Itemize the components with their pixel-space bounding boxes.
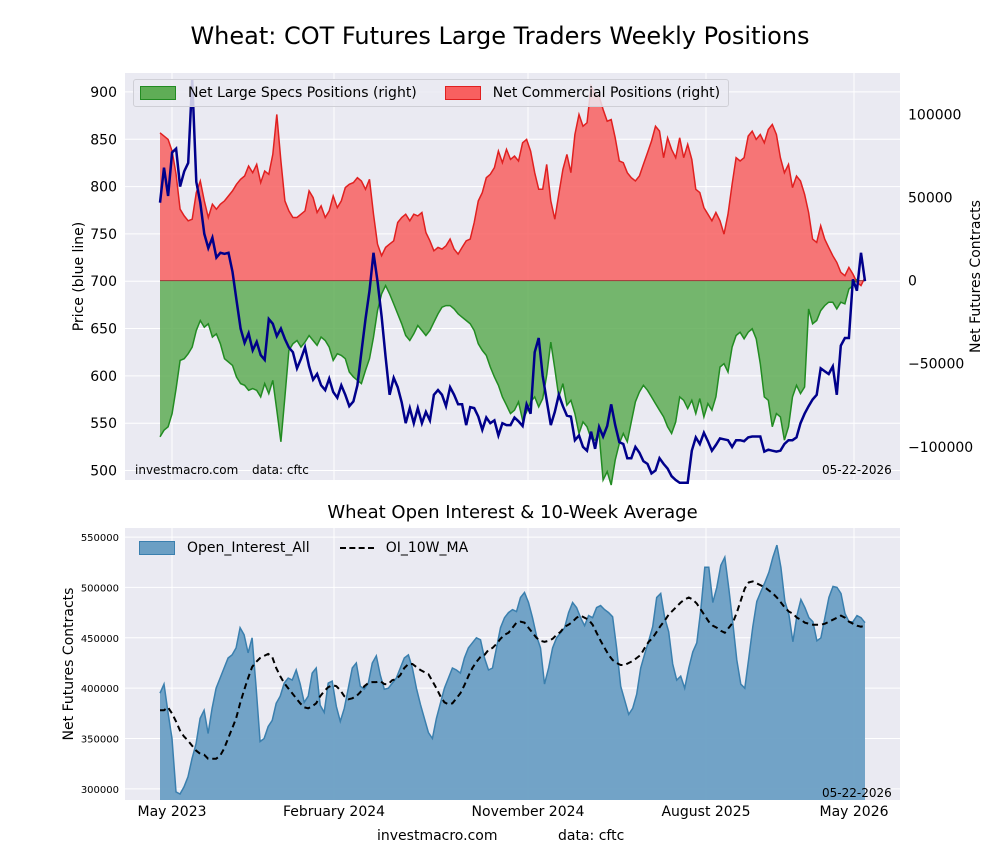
watermark-source: data: cftc	[252, 463, 309, 477]
oi-tick-label: 500000	[81, 583, 119, 594]
open-interest-line	[159, 544, 866, 796]
legend-item-commercial: Net Commercial Positions (right)	[444, 85, 721, 101]
price-tick-label: 700	[90, 274, 117, 290]
legend-swatch-commercial	[444, 86, 481, 100]
legend-item-ma: OI_10W_MA	[339, 540, 469, 556]
legend-item-specs: Net Large Specs Positions (right)	[140, 85, 417, 101]
chart-title: Wheat: COT Futures Large Traders Weekly …	[190, 22, 810, 50]
open-interest-area	[160, 545, 865, 800]
price-tick-label: 800	[90, 180, 117, 196]
legend-swatch-ma	[339, 547, 374, 549]
price-tick-label: 550	[90, 416, 117, 432]
top-legend: Net Large Specs Positions (right) Net Co…	[133, 79, 730, 107]
contracts-tick-label: −50000	[908, 357, 964, 373]
specs-positions-area	[160, 279, 857, 485]
bottom-legend: Open_Interest_All OI_10W_MA	[133, 536, 502, 560]
watermark-site: investmacro.com	[135, 463, 239, 477]
legend-item-open-interest: Open_Interest_All	[139, 540, 310, 556]
subchart-title: Wheat Open Interest & 10-Week Average	[327, 502, 698, 523]
price-line	[158, 79, 867, 485]
oi-tick-label: 550000	[81, 533, 119, 544]
contracts-axis-label: Net Futures Contracts	[968, 200, 984, 353]
oi-tick-label: 400000	[81, 684, 119, 695]
legend-swatch-specs	[140, 86, 176, 100]
oi-axis-label: Net Futures Contracts	[61, 588, 77, 741]
date-tick-label: November 2024	[472, 804, 585, 820]
price-tick-label: 600	[90, 369, 117, 385]
legend-label-commercial: Net Commercial Positions (right)	[492, 85, 721, 101]
bottom-date-label: 05-22-2026	[822, 786, 892, 800]
price-axis-label: Price (blue line)	[71, 222, 87, 332]
commercial-positions-area	[160, 86, 865, 286]
oi-moving-average-line	[160, 580, 866, 760]
footer-source: data: cftc	[558, 828, 625, 844]
price-tick-label: 500	[90, 464, 117, 480]
date-tick-label: May 2026	[819, 804, 888, 820]
date-tick-label: February 2024	[283, 804, 385, 820]
price-tick-label: 750	[90, 227, 117, 243]
legend-label-ma: OI_10W_MA	[385, 540, 469, 556]
price-tick-label: 900	[90, 85, 117, 101]
commercial-positions-line	[159, 83, 866, 287]
footer-site: investmacro.com	[377, 828, 498, 844]
oi-tick-label: 300000	[81, 785, 119, 796]
date-tick-label: May 2023	[137, 804, 206, 820]
top-date-label: 05-22-2026	[822, 463, 892, 477]
price-tick-label: 850	[90, 132, 117, 148]
legend-label-open-interest: Open_Interest_All	[187, 540, 310, 556]
contracts-tick-label: −100000	[908, 440, 973, 456]
contracts-tick-label: 50000	[908, 191, 953, 207]
oi-tick-label: 350000	[81, 735, 119, 746]
contracts-tick-label: 100000	[908, 108, 961, 124]
contracts-tick-label: 0	[908, 274, 917, 290]
legend-swatch-open-interest	[139, 541, 175, 555]
legend-label-specs: Net Large Specs Positions (right)	[188, 85, 417, 101]
price-tick-label: 650	[90, 322, 117, 338]
oi-tick-label: 450000	[81, 634, 119, 645]
date-tick-label: August 2025	[661, 804, 750, 820]
specs-positions-line	[159, 278, 858, 486]
